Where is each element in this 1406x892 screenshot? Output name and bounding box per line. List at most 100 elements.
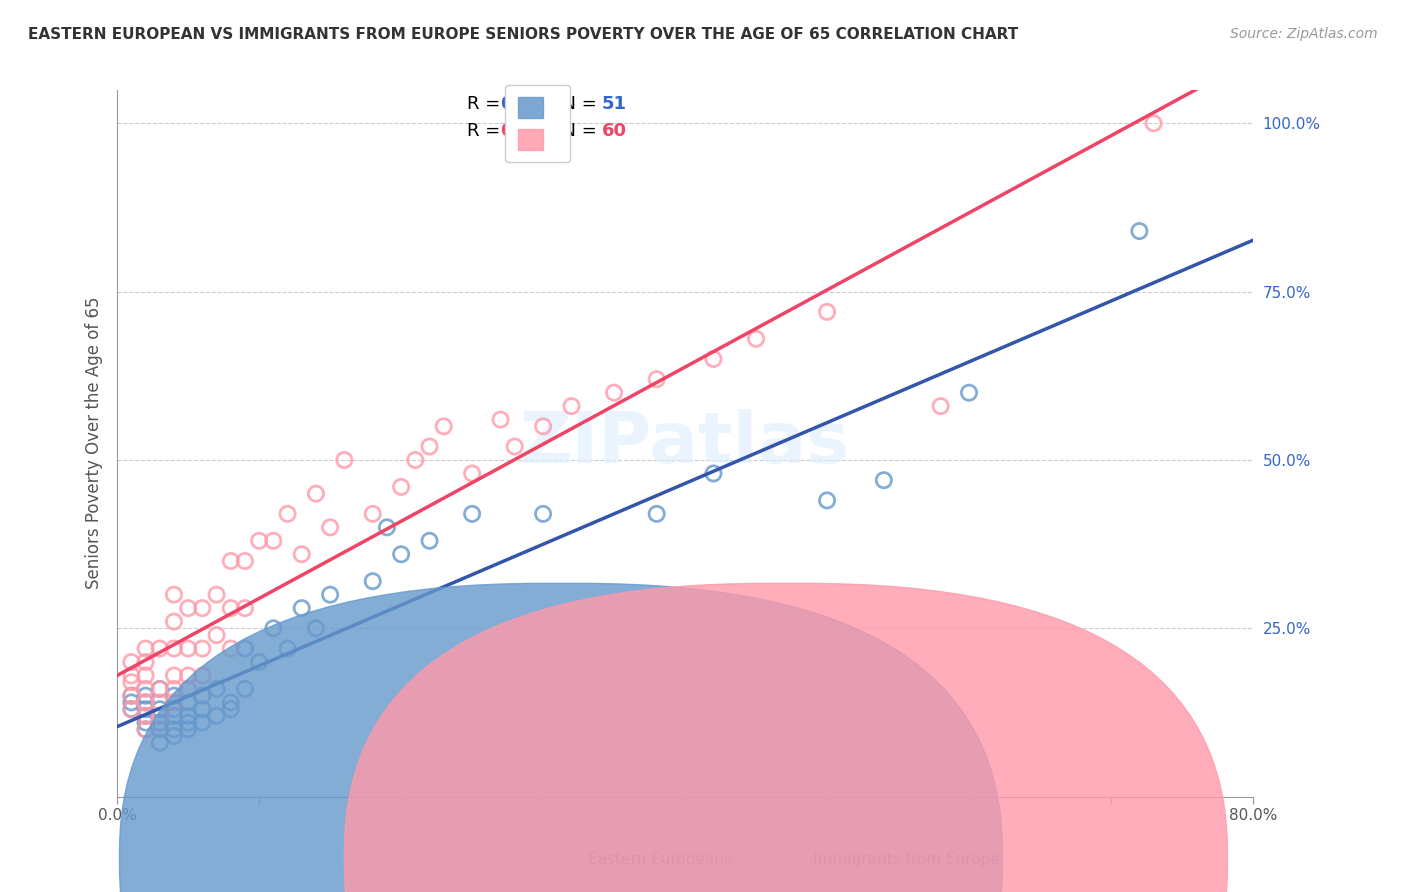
Text: EASTERN EUROPEAN VS IMMIGRANTS FROM EUROPE SENIORS POVERTY OVER THE AGE OF 65 CO: EASTERN EUROPEAN VS IMMIGRANTS FROM EURO… — [28, 27, 1018, 42]
Point — [277, 641, 299, 656]
Point — [873, 473, 896, 487]
Point — [929, 399, 952, 413]
Point — [163, 641, 186, 656]
Point — [461, 507, 484, 521]
Text: N =: N = — [551, 121, 603, 139]
Point — [957, 385, 980, 400]
Point — [531, 419, 554, 434]
Point — [135, 689, 157, 703]
Point — [191, 641, 214, 656]
Point — [163, 729, 186, 743]
Point — [219, 601, 242, 615]
Point — [149, 681, 172, 696]
Text: ZIPatlas: ZIPatlas — [520, 409, 851, 477]
Point — [163, 681, 186, 696]
Text: 0.716: 0.716 — [501, 95, 557, 112]
Point — [163, 695, 186, 709]
Point — [233, 554, 256, 568]
Point — [291, 601, 314, 615]
Point — [361, 507, 384, 521]
Y-axis label: Seniors Poverty Over the Age of 65: Seniors Poverty Over the Age of 65 — [86, 297, 103, 590]
Text: 0.748: 0.748 — [501, 121, 558, 139]
Point — [149, 681, 172, 696]
Point — [233, 641, 256, 656]
Point — [531, 507, 554, 521]
Point — [305, 486, 328, 500]
Point — [418, 440, 440, 454]
Point — [191, 702, 214, 716]
Point — [149, 641, 172, 656]
Text: R =: R = — [467, 121, 506, 139]
Point — [135, 668, 157, 682]
Point — [177, 715, 200, 730]
Point — [1128, 224, 1150, 238]
Point — [120, 689, 142, 703]
Text: 51: 51 — [602, 95, 627, 112]
Point — [702, 467, 724, 481]
Point — [219, 641, 242, 656]
Text: Source: ZipAtlas.com: Source: ZipAtlas.com — [1230, 27, 1378, 41]
Point — [120, 675, 142, 690]
Point — [205, 588, 228, 602]
Point — [418, 533, 440, 548]
Point — [149, 709, 172, 723]
Point — [205, 681, 228, 696]
Point — [135, 695, 157, 709]
Point — [745, 332, 768, 346]
Point — [149, 709, 172, 723]
Point — [645, 507, 668, 521]
Text: Eastern Europeans: Eastern Europeans — [588, 853, 731, 867]
Point — [291, 547, 314, 561]
Point — [191, 668, 214, 682]
Point — [163, 689, 186, 703]
Point — [163, 709, 186, 723]
Point — [177, 601, 200, 615]
Point — [177, 695, 200, 709]
Point — [319, 520, 342, 534]
Point — [149, 715, 172, 730]
Point — [135, 681, 157, 696]
Point — [120, 689, 142, 703]
Point — [163, 702, 186, 716]
Point — [120, 695, 142, 709]
Point — [461, 467, 484, 481]
Point — [191, 601, 214, 615]
Point — [433, 419, 456, 434]
Point — [135, 702, 157, 716]
Text: Immigrants from Europe: Immigrants from Europe — [813, 853, 1000, 867]
Point — [135, 695, 157, 709]
Point — [503, 440, 526, 454]
Point — [361, 574, 384, 589]
Point — [389, 547, 412, 561]
Point — [560, 399, 582, 413]
Point — [262, 533, 284, 548]
Point — [247, 533, 270, 548]
Point — [163, 615, 186, 629]
Text: N =: N = — [551, 95, 603, 112]
Point — [135, 641, 157, 656]
Point — [135, 723, 157, 737]
Point — [389, 480, 412, 494]
Point — [247, 655, 270, 669]
Point — [149, 695, 172, 709]
Point — [135, 723, 157, 737]
Point — [702, 351, 724, 366]
Point — [177, 723, 200, 737]
Point — [219, 554, 242, 568]
Point — [305, 621, 328, 635]
Point — [177, 681, 200, 696]
Point — [163, 668, 186, 682]
Point — [205, 709, 228, 723]
Point — [120, 668, 142, 682]
Point — [205, 628, 228, 642]
Point — [135, 709, 157, 723]
Point — [277, 507, 299, 521]
Point — [135, 655, 157, 669]
Point — [375, 520, 398, 534]
Point — [120, 655, 142, 669]
Point — [135, 709, 157, 723]
Text: 60: 60 — [602, 121, 627, 139]
Point — [815, 305, 838, 319]
Point — [219, 695, 242, 709]
Point — [149, 736, 172, 750]
